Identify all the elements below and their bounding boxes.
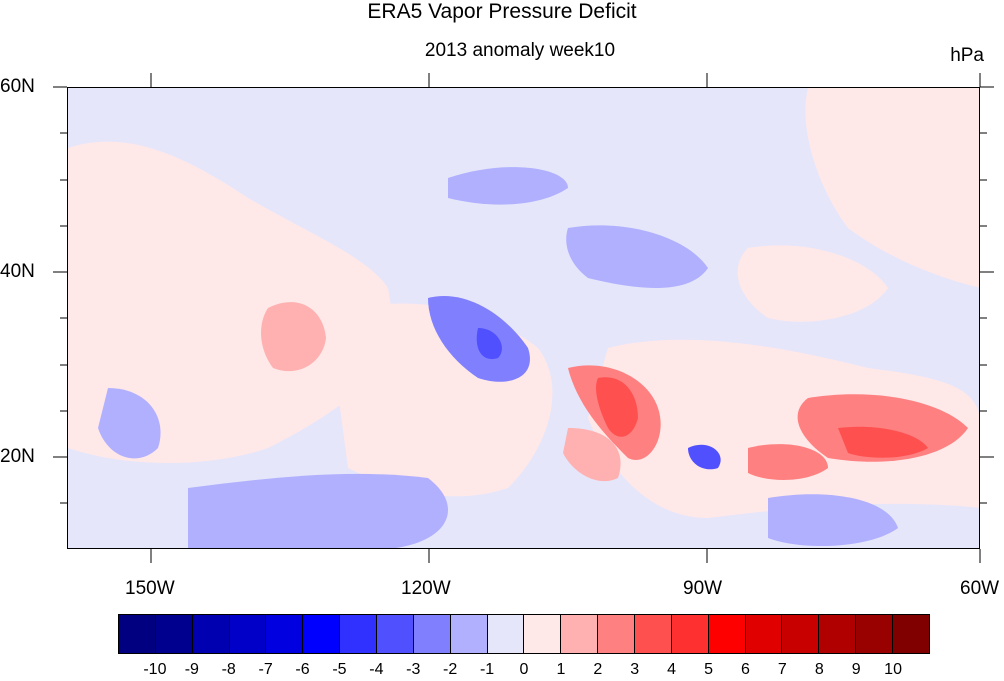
colorbar-tick-label: 8 [814, 661, 824, 678]
colorbar-box [377, 615, 414, 653]
colorbar-box [893, 615, 929, 653]
colorbar-tick-label: -6 [295, 661, 310, 678]
colorbar-box [671, 615, 709, 653]
colorbar-tick-label: -5 [332, 661, 347, 678]
colorbar-box [450, 615, 488, 653]
colorbar-labels: -10 -9 -8 -7 -6 -5 -4 -3 -2 -1 0 1 2 3 4 5 6 7 8 9 10 [0, 661, 1004, 681]
colorbar-box [819, 615, 857, 653]
colorbar-box [119, 615, 156, 653]
colorbar-box [856, 615, 894, 653]
colorbar-tick-label: 3 [630, 661, 640, 678]
colorbar-tick-label: -7 [258, 661, 273, 678]
lon-label-150w: 150W [125, 578, 175, 599]
colorbar-box [635, 615, 672, 653]
colorbar-box [524, 615, 562, 653]
lat-label-40n: 40N [0, 261, 35, 282]
colorbar-tick-label: -4 [369, 661, 384, 678]
anomaly-field [68, 88, 979, 548]
colorbar-box [303, 615, 341, 653]
colorbar-box [487, 615, 525, 653]
colorbar-box [708, 615, 746, 653]
map-title: ERA5 Vapor Pressure Deficit [367, 0, 637, 23]
lon-label-120w: 120W [401, 578, 451, 599]
colorbar-tick-label: 2 [593, 661, 603, 678]
colorbar-tick-label: 10 [884, 661, 902, 678]
colorbar-tick-label: -10 [143, 661, 167, 678]
colorbar-tick-label: 1 [556, 661, 566, 678]
units-label: hPa [950, 45, 984, 66]
colorbar-tick-label: -1 [479, 661, 495, 678]
colorbar-box [782, 615, 820, 653]
colorbar-tick-label: -8 [221, 661, 236, 678]
lon-label-90w: 90W [683, 578, 723, 599]
lat-label-20n: 20N [0, 446, 35, 467]
colorbar-tick-label: -9 [184, 661, 199, 678]
colorbar-box [413, 615, 451, 653]
colorbar-box [266, 615, 304, 653]
colorbar-box [745, 615, 783, 653]
map-subtitle: 2013 anomaly week10 [424, 40, 616, 61]
colorbar-tick-label: 5 [704, 661, 713, 678]
colorbar-box [155, 615, 193, 653]
colorbar-box [340, 615, 378, 653]
colorbar-box [192, 615, 230, 653]
colorbar-tick-label: 4 [667, 661, 677, 678]
colorbar-tick-label: -3 [406, 661, 421, 678]
colorbar-box [598, 615, 636, 653]
colorbar-box [229, 615, 267, 653]
colorbar-tick-label: 0 [519, 661, 529, 678]
lon-label-60w: 60W [960, 578, 1000, 599]
colorbar-tick-label: -2 [443, 661, 458, 678]
colorbar-tick-label: 7 [777, 661, 787, 678]
lat-label-60n: 60N [0, 76, 35, 97]
colorbar-tick-label: 9 [851, 661, 861, 678]
colorbar [118, 614, 930, 654]
colorbar-tick-label: 6 [741, 661, 750, 678]
colorbar-box [561, 615, 599, 653]
anomaly-map [67, 87, 980, 549]
